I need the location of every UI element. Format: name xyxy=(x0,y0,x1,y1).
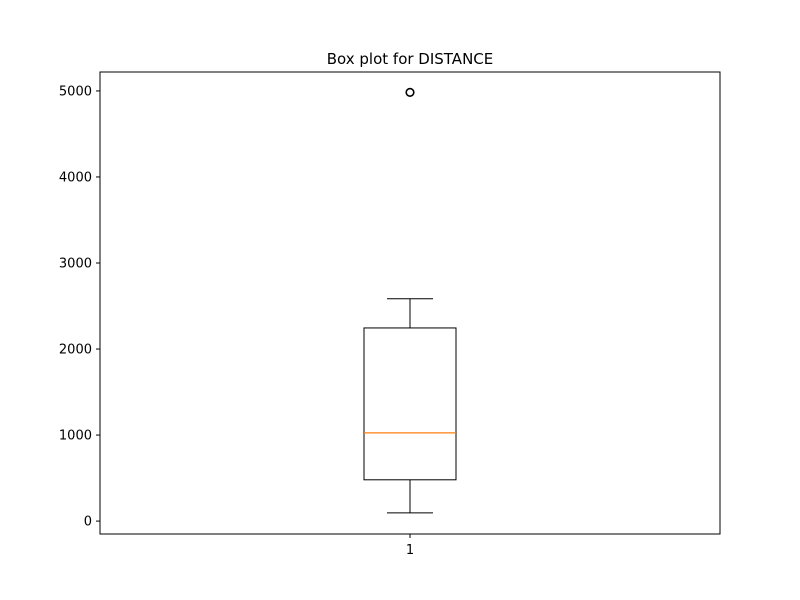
y-tick-label: 2000 xyxy=(59,343,92,358)
y-axis: 0 1000 2000 3000 4000 5000 xyxy=(59,84,100,530)
x-axis: 1 xyxy=(406,534,414,558)
y-tick-label: 5000 xyxy=(59,84,92,99)
x-tick-label: 1 xyxy=(406,543,414,558)
y-tick-label: 4000 xyxy=(59,170,92,185)
box-group xyxy=(363,87,457,514)
y-tick-label: 1000 xyxy=(59,429,92,444)
chart-title: Box plot for DISTANCE xyxy=(327,50,494,68)
y-tick-label: 0 xyxy=(84,515,92,530)
y-tick-label: 3000 xyxy=(59,256,92,271)
interquartile-box xyxy=(363,327,457,481)
outlier-point xyxy=(405,87,415,97)
